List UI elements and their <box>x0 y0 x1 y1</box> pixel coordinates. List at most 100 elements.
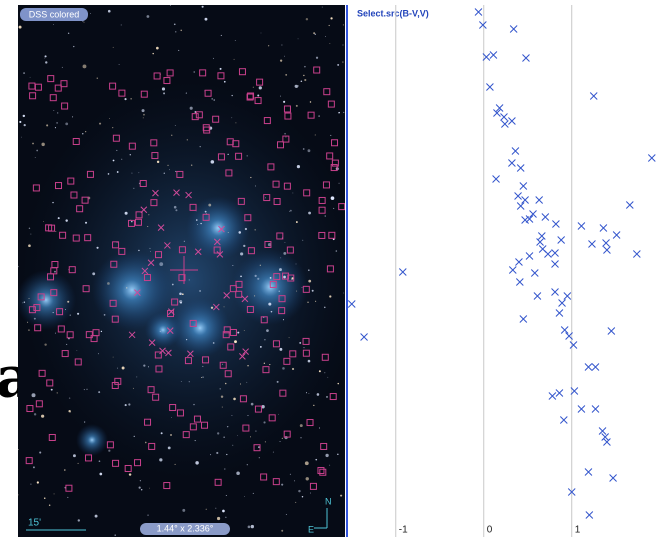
source-marker <box>239 395 247 403</box>
star <box>307 301 309 304</box>
star <box>143 113 145 116</box>
star <box>223 80 226 83</box>
star <box>19 120 22 124</box>
source-marker <box>260 473 268 481</box>
source-marker <box>286 246 294 254</box>
star <box>304 65 306 68</box>
star <box>333 207 335 209</box>
source-marker <box>273 273 281 281</box>
data-point <box>515 278 524 286</box>
star <box>285 514 287 516</box>
bright-star <box>18 270 76 330</box>
source-marker <box>235 280 243 288</box>
source-marker <box>212 115 220 123</box>
star <box>343 111 345 113</box>
star <box>148 214 150 216</box>
star <box>22 114 26 118</box>
selected-marker <box>165 349 172 357</box>
star <box>107 282 110 285</box>
star <box>64 469 66 471</box>
star <box>18 265 19 268</box>
source-marker <box>278 295 286 303</box>
star <box>235 122 237 124</box>
star <box>129 154 131 156</box>
star <box>300 80 303 82</box>
star <box>196 219 198 221</box>
star <box>180 301 182 304</box>
source-marker <box>81 196 89 204</box>
star <box>338 182 340 184</box>
data-point <box>514 192 522 200</box>
star <box>83 21 85 23</box>
star <box>42 221 44 222</box>
source-marker <box>193 415 201 423</box>
source-marker <box>309 482 317 490</box>
star <box>29 76 31 78</box>
source-marker <box>263 117 271 125</box>
star <box>303 347 305 349</box>
star <box>282 319 285 321</box>
star <box>103 313 106 316</box>
star <box>56 122 58 124</box>
star <box>107 9 111 13</box>
selected-marker <box>128 331 136 339</box>
star <box>46 124 49 127</box>
selected-marker <box>213 238 221 246</box>
source-marker <box>176 170 184 178</box>
source-marker <box>189 203 197 211</box>
star <box>44 55 47 58</box>
selected-marker <box>185 191 192 199</box>
survey-label[interactable]: DSS colored <box>29 9 80 19</box>
star <box>308 279 312 283</box>
data-point <box>535 196 544 204</box>
star <box>114 534 116 536</box>
star <box>178 49 180 51</box>
star <box>231 94 233 97</box>
star <box>234 40 236 42</box>
selected-marker <box>186 350 194 358</box>
star <box>128 403 131 406</box>
data-point <box>589 92 598 100</box>
star <box>96 77 99 80</box>
data-point <box>570 387 579 395</box>
star <box>41 142 45 147</box>
star <box>124 98 127 101</box>
star <box>182 508 186 512</box>
star <box>23 72 26 75</box>
data-point <box>609 474 617 482</box>
source-marker <box>106 441 114 449</box>
source-marker <box>90 335 98 343</box>
source-marker <box>55 182 63 190</box>
source-marker <box>202 213 210 221</box>
source-marker <box>84 234 92 242</box>
star <box>61 66 63 68</box>
star <box>304 78 307 82</box>
data-point <box>603 246 611 254</box>
star <box>92 272 96 276</box>
data-point <box>625 201 634 209</box>
star <box>199 146 201 148</box>
source-marker <box>32 184 40 192</box>
star <box>305 477 309 481</box>
star <box>342 61 344 63</box>
source-marker <box>154 351 162 359</box>
source-marker <box>317 467 325 475</box>
data-point <box>536 238 544 246</box>
selected-marker <box>241 295 249 303</box>
source-marker <box>246 305 254 313</box>
star <box>225 516 227 518</box>
data-point <box>585 511 594 519</box>
star <box>179 292 182 296</box>
source-marker <box>238 68 246 76</box>
star <box>282 367 285 370</box>
star <box>291 367 295 371</box>
data-point <box>516 202 525 210</box>
star <box>175 209 178 212</box>
source-marker <box>289 350 297 358</box>
star <box>219 67 222 70</box>
survey-badge[interactable] <box>20 8 88 21</box>
star <box>183 240 185 242</box>
star <box>270 310 273 313</box>
data-point <box>607 327 616 335</box>
star <box>120 24 122 26</box>
